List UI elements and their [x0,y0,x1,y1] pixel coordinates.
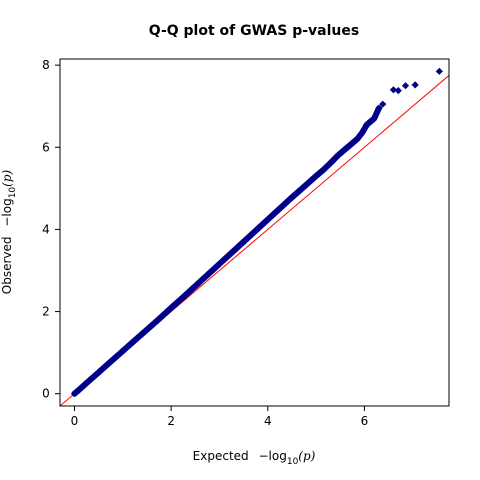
y-axis-label-base: 10 [8,187,18,199]
data-point [394,87,402,95]
data-point [348,139,356,147]
data-point [252,227,260,235]
data-point [401,82,410,90]
x-axis-label-prefix: Expected [193,449,249,463]
data-point [370,114,378,123]
data-point [411,81,419,89]
data-point [82,379,91,387]
data-point [312,172,320,180]
data-point [264,215,272,224]
y-axis-label: Observed −log10(p) [0,169,18,294]
data-point [167,304,175,312]
data-point [288,193,296,201]
data-point [363,121,371,129]
y-tick-label: 8 [42,58,50,72]
data-points [70,67,443,398]
data-point [215,260,224,268]
y-axis-label-prefix: Observed [0,236,14,294]
data-point [435,67,443,75]
data-point [319,166,327,174]
x-tick-label: 0 [71,414,79,428]
data-point [143,326,151,334]
data-point [389,86,398,94]
plot-area [59,58,450,407]
data-point [131,336,139,344]
x-tick-label: 6 [361,414,369,428]
data-point [179,293,187,301]
x-axis-label-arg: (p) [298,449,315,463]
data-point [107,358,115,366]
y-tick-label: 0 [42,387,50,401]
x-axis-label-minus: −log [258,449,286,463]
chart-title: Q-Q plot of GWAS p-values [149,23,359,39]
y-axis-label-minus: −log [0,198,14,226]
data-point [300,183,308,191]
y-axis: 0 2 4 6 8 [42,58,60,401]
x-tick-label: 2 [167,414,175,428]
x-axis-label-base: 10 [287,457,299,467]
data-point [240,238,248,246]
data-point [95,368,103,376]
data-point [334,151,342,160]
y-tick-label: 6 [42,140,50,154]
data-point [70,390,79,398]
y-tick-label: 4 [42,222,50,236]
data-point [276,204,284,213]
data-point [375,104,383,112]
data-point [203,271,211,279]
data-point [379,100,387,108]
y-tick-label: 2 [42,305,50,319]
data-point [341,145,349,153]
data-point [353,135,361,143]
data-point [191,282,199,290]
x-tick-label: 4 [264,414,272,428]
y-axis-label-arg: (p) [0,169,14,186]
data-point [75,385,83,394]
data-point [119,347,127,355]
data-point [227,249,236,257]
x-axis-label: Expected −log10(p) [193,449,316,467]
data-point [327,159,335,167]
plot-frame [59,58,450,407]
data-point [155,315,163,323]
data-point [358,129,366,137]
x-axis: 0 2 4 6 [71,406,369,428]
